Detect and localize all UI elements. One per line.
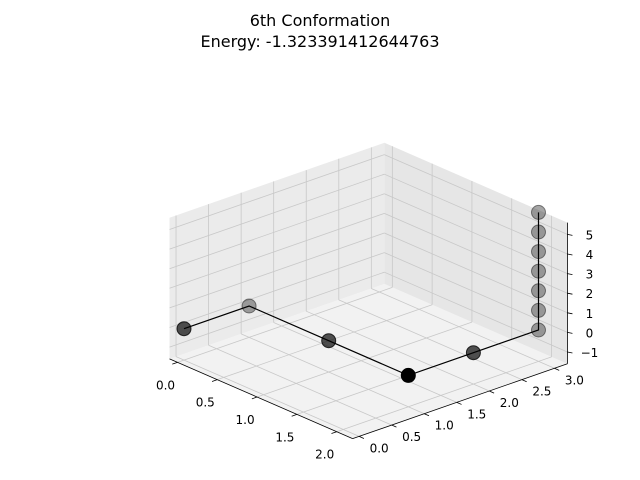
x-tick [291,414,298,417]
y-tick [424,413,430,417]
chain-points [176,204,546,383]
chain-point [531,263,546,279]
grid-z-left [169,154,385,230]
z-tick-label: 4 [586,248,594,262]
z-tick-label: 3 [586,268,594,282]
grid-y-floor [306,310,490,392]
grid-x-floor [336,356,552,433]
grid-z-left [169,193,385,270]
x-tick [211,379,218,382]
y-tick [456,401,462,405]
x-tick-label: 2.0 [315,448,334,462]
chain-point [321,333,337,349]
grid-y-floor [240,333,425,415]
z-tick [567,351,573,354]
grid-y-floor [208,344,392,426]
grid-z-left [169,213,385,289]
chain-point [531,302,546,318]
y-tick-label: 1.5 [467,407,486,421]
grid-z-right [384,271,568,353]
x-tick [172,361,178,365]
chain-point [176,321,192,337]
grid-z-right [384,173,568,255]
x-tick [331,431,337,434]
grid-y-floor [371,288,555,369]
axis-panes [169,142,568,439]
y-tick-label: 3.0 [565,373,584,387]
z-tick [567,234,573,236]
chart-title-block: 6th Conformation Energy: -1.323391412644… [0,10,640,52]
grid-z-left [169,173,385,250]
grid-x-floor [177,287,393,363]
tick-marks: 0.0 0.5 1.0 1.5 2.0 0.0 0.5 1.0 1.5 2.0 2.5 3.0 −1 0 1… [156,228,598,461]
chart-title: 6th Conformation [249,11,391,30]
chain-point [531,283,546,299]
z-tick [567,253,573,256]
x-tick-label: 1.0 [236,413,255,427]
y-tick [521,379,527,383]
floor-pane [169,283,568,439]
grid-x-floor [256,321,473,398]
grid-y-floor [175,356,360,437]
y-tick [358,436,365,439]
z-tick [567,273,573,275]
z-tick-label: 1 [586,307,594,321]
z-tick [567,292,573,295]
grid-z-right [384,154,568,235]
chain-point [400,367,416,383]
x-axis-line [169,358,353,440]
grid-lines [169,146,568,437]
z-tick [567,332,573,334]
z-tick [567,312,573,315]
chain-point [531,244,546,260]
y-tick [391,424,397,428]
chain-point [531,322,546,338]
grid-y-floor [273,322,457,403]
z-tick-label: 5 [586,228,594,242]
chain-point [241,298,257,314]
grid-z-right [384,252,568,333]
y-tick-label: 0.5 [402,430,421,444]
z-tick-label: 0 [586,326,594,340]
chain-point [465,345,481,361]
grid-z-right [384,213,568,294]
z-tick-label: 2 [586,287,594,301]
y-tick-label: 1.0 [435,419,454,433]
chain-bonds [183,212,540,377]
chart-subtitle: Energy: -1.323391412644763 [200,32,440,51]
grid-z-right [384,232,568,314]
y-tick [554,367,560,371]
grid-z-left [169,252,385,328]
chain-point [531,204,546,220]
x-tick-label: 0.5 [196,396,215,410]
grid-z-right [384,193,568,274]
grid-z-left [169,271,385,348]
y-tick [489,390,495,394]
grid-z-left [169,232,385,309]
chain-line [183,212,540,377]
x-tick-label: 1.5 [275,430,294,444]
y-tick-label: 0.0 [370,441,389,455]
z-tick-label: −1 [581,346,599,360]
x-tick [251,396,258,400]
x-tick-label: 0.0 [156,378,175,392]
y-tick-label: 2.0 [500,396,519,410]
y-tick-label: 2.5 [532,385,551,399]
grid-y-floor [338,299,523,381]
chain-point [531,224,546,240]
y-axis-line [352,363,568,440]
